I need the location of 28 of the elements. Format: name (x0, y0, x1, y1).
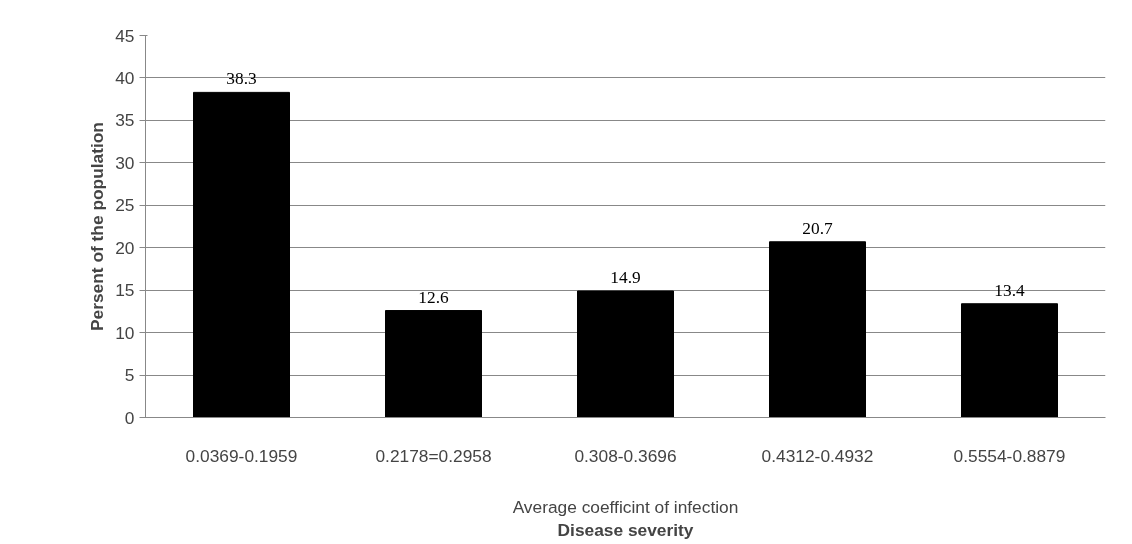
data-label: 38.3 (226, 69, 257, 89)
bar (193, 91, 290, 418)
bar (769, 241, 866, 418)
x-tick-label: 0.2178=0.2958 (375, 445, 492, 466)
bar (961, 303, 1058, 418)
x-tick-label: 0.5554-0.8879 (953, 445, 1066, 466)
y-tick-label: 5 (124, 365, 135, 386)
x-tick-label: 0.4312-0.4932 (761, 445, 874, 466)
bar (577, 290, 674, 418)
data-label: 13.4 (994, 280, 1025, 300)
y-tick-label: 45 (115, 25, 135, 46)
y-tick-label: 20 (115, 237, 135, 258)
y-tick-label: 30 (115, 152, 135, 173)
y-axis-title: Persent of the population (87, 122, 108, 331)
x-tick-label: 0.0369-0.1959 (185, 445, 298, 466)
bar (385, 310, 482, 418)
y-tick-label: 25 (115, 195, 135, 216)
y-tick-label: 35 (115, 110, 135, 131)
text: Average coefficint of infection (512, 496, 739, 517)
data-label: 14.9 (610, 268, 641, 288)
y-tick-label: 0 (124, 407, 135, 428)
x-tick-label: 0.308-0.3696 (574, 445, 677, 466)
y-tick-label: 15 (115, 280, 135, 301)
x-axis-title: Disease severity (557, 519, 694, 540)
y-tick-label: 10 (115, 322, 135, 343)
data-label: 20.7 (802, 218, 833, 238)
y-tick-label: 40 (115, 67, 135, 88)
data-label: 12.6 (418, 287, 449, 307)
